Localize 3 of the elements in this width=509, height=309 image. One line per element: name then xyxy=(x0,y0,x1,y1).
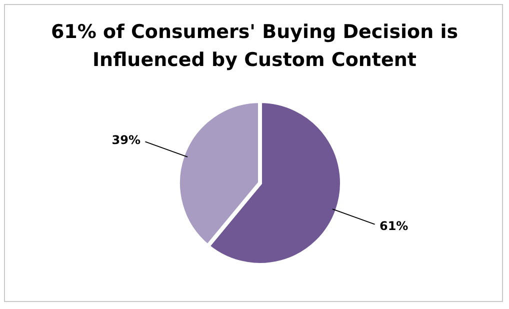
data-label: 39% xyxy=(112,132,141,147)
data-label: 61% xyxy=(379,219,408,234)
chart-title: 61% of Consumers' Buying Decision is Influenced by Custom Content xyxy=(50,20,460,73)
